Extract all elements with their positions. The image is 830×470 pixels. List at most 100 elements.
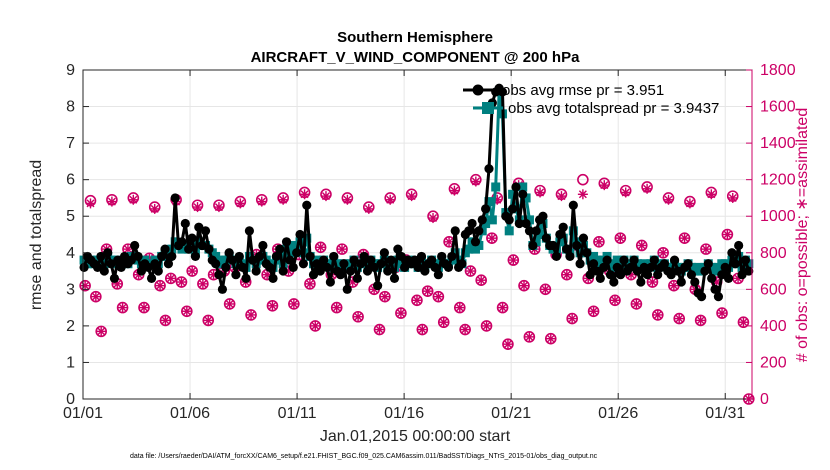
obs-assimilated-point xyxy=(128,194,139,205)
obs-assimilated-point xyxy=(476,275,487,286)
totalspread-point xyxy=(484,197,494,207)
rmse-point xyxy=(558,222,568,232)
rmse-point xyxy=(578,233,589,243)
rmse-point xyxy=(308,270,319,280)
rmse-point xyxy=(163,259,174,269)
rmse-point xyxy=(727,248,737,258)
obs-assimilated-point xyxy=(165,273,176,284)
rmse-point xyxy=(717,270,727,280)
legend: obs avg rmse pr = 3.951 obs avg totalspr… xyxy=(463,82,719,117)
rmse-point xyxy=(676,277,686,287)
y-right-tick-label: 0 xyxy=(760,391,769,408)
rmse-point xyxy=(302,200,312,210)
y-tick-label: 3 xyxy=(66,281,75,298)
obs-assimilated-point xyxy=(246,309,257,320)
obs-assimilated-point xyxy=(502,339,513,350)
obs-assimilated-point xyxy=(508,255,519,266)
y-tick-label: 4 xyxy=(66,245,75,262)
x-tick-label: 01/26 xyxy=(598,405,638,422)
obs-assimilated-point xyxy=(267,300,278,311)
obs-assimilated-point xyxy=(642,183,653,194)
obs-assimilated-point xyxy=(717,308,728,319)
rmse-point xyxy=(281,237,292,247)
rmse-point xyxy=(504,215,514,225)
obs-assimilated-point xyxy=(256,196,267,207)
obs-assimilated-point xyxy=(470,176,481,187)
obs-assimilated-point xyxy=(615,233,626,244)
obs-assimilated-point xyxy=(609,295,620,306)
rmse-point xyxy=(632,266,643,276)
x-tick-label: 01/21 xyxy=(491,405,531,422)
y-right-tick-label: 1400 xyxy=(760,135,796,152)
rmse-point xyxy=(541,233,551,243)
totalspread-point xyxy=(487,215,497,225)
obs-assimilated-point xyxy=(481,320,492,331)
totalspread-point xyxy=(531,237,541,247)
obs-assimilated-point xyxy=(722,229,733,240)
rmse-point xyxy=(342,284,352,294)
rmse-point xyxy=(312,259,322,269)
legend-rmse-marker xyxy=(472,84,484,96)
obs-assimilated-point xyxy=(235,198,246,209)
rmse-point xyxy=(734,240,744,251)
obs-assimilated-point xyxy=(299,189,310,200)
chart-title: Southern Hemisphere xyxy=(337,29,493,46)
obs-assimilated-point xyxy=(658,247,669,258)
rmse-point xyxy=(238,262,248,272)
rmse-point xyxy=(707,273,717,283)
obs-assimilated-point xyxy=(663,194,674,205)
rmse-point xyxy=(275,244,285,254)
legend-spread-marker xyxy=(482,102,494,114)
rmse-point xyxy=(720,262,730,272)
rmse-point xyxy=(92,262,103,272)
rmse-point xyxy=(481,204,491,214)
rmse-point xyxy=(602,255,612,265)
rmse-point xyxy=(376,259,386,269)
rmse-point xyxy=(251,266,261,276)
rmse-point xyxy=(389,273,400,283)
rmse-point xyxy=(430,262,440,272)
rmse-point xyxy=(211,259,221,269)
rmse-point xyxy=(339,259,349,269)
obs-assimilated-point xyxy=(652,309,663,320)
obs-assimilated-point xyxy=(176,277,187,288)
rmse-point xyxy=(646,262,656,272)
x-tick-label: 01/06 xyxy=(170,405,210,422)
obs-assimilated-point xyxy=(695,315,706,326)
obs-assimilated-point xyxy=(593,236,604,247)
rmse-point xyxy=(96,251,106,262)
obs-assimilated-point xyxy=(342,194,353,205)
rmse-point xyxy=(649,255,659,265)
y-right-tick-label: 200 xyxy=(760,354,787,371)
rmse-point xyxy=(373,281,383,291)
obs-assimilated-point xyxy=(106,196,117,207)
rmse-point xyxy=(588,259,599,269)
y-tick-label: 0 xyxy=(66,391,75,408)
rmse-point xyxy=(690,277,700,287)
obs-assimilated-point xyxy=(379,291,390,302)
rmse-point xyxy=(157,251,167,262)
obs-assimilated-point xyxy=(438,317,449,328)
y-right-tick-label: 800 xyxy=(760,245,787,262)
obs-assimilated-point xyxy=(684,198,695,209)
obs-assimilated-point xyxy=(620,187,631,198)
obs-assimilated-point xyxy=(524,331,535,342)
rmse-point xyxy=(740,255,751,265)
obs-assimilated-point xyxy=(577,189,588,200)
obs-assimilated-point xyxy=(599,180,610,191)
rmse-point xyxy=(730,259,740,269)
obs-assimilated-point xyxy=(224,298,235,309)
obs-assimilated-point xyxy=(454,302,465,313)
rmse-point xyxy=(103,248,113,258)
rmse-point xyxy=(292,248,302,258)
rmse-point xyxy=(271,251,282,262)
rmse-point xyxy=(561,244,572,254)
rmse-point xyxy=(288,262,298,272)
rmse-point xyxy=(524,226,535,236)
obs-assimilated-point xyxy=(90,291,101,302)
obs-assimilated-point xyxy=(433,291,444,302)
y-right-tick-label: 600 xyxy=(760,281,787,298)
rmse-point xyxy=(582,248,592,258)
rmse-point xyxy=(642,270,653,280)
